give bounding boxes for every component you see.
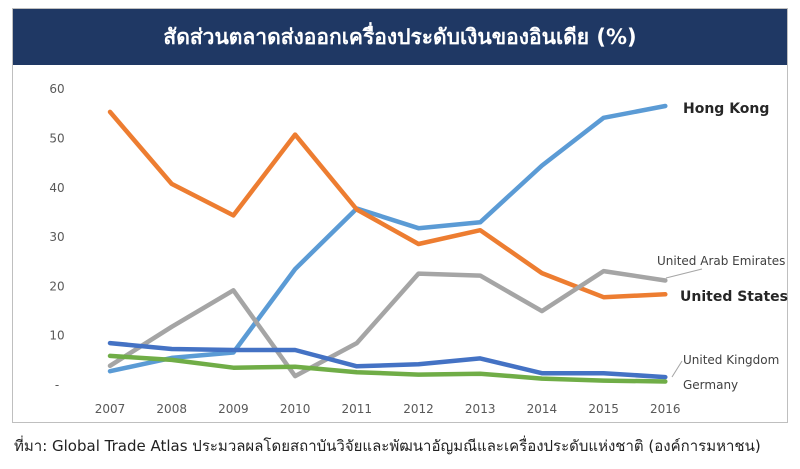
label-leader-united-kingdom [671, 360, 683, 378]
label-leader-united-arab-emirates [665, 268, 703, 279]
chart-title: สัดส่วนตลาดส่งออกเครื่องประดับเงินของอิน… [13, 9, 787, 65]
y-tick-label: 10 [49, 329, 64, 343]
series-label-hong-kong: Hong Kong [683, 101, 769, 117]
series-line-hong-kong [107, 103, 668, 374]
y-tick-label: 60 [49, 82, 64, 96]
y-tick-label: 20 [49, 279, 64, 293]
line-chart: - 10 20 30 40 50 60 2007 2008 2009 2010 2011 2012 201… [49, 82, 788, 416]
series-label-united-arab-emirates: United Arab Emirates [657, 254, 785, 268]
x-tick-label: 2012 [403, 402, 434, 416]
y-tick-label: - [55, 378, 59, 392]
series-line-germany [107, 353, 668, 384]
series-line-united-states [107, 109, 668, 300]
x-tick-label: 2008 [156, 402, 187, 416]
source-note: ที่มา: Global Trade Atlas ประมวลผลโดยสถา… [14, 437, 761, 455]
y-tick-label: 50 [49, 132, 64, 146]
x-tick-label: 2007 [95, 402, 126, 416]
x-tick-label: 2016 [650, 402, 681, 416]
x-tick-label: 2013 [465, 402, 496, 416]
x-tick-label: 2015 [588, 402, 619, 416]
x-tick-label: 2011 [342, 402, 373, 416]
series-line-united-arab-emirates [107, 268, 668, 379]
series-label-united-states: United States [680, 289, 788, 305]
x-tick-label: 2009 [218, 402, 249, 416]
y-tick-label: 40 [49, 181, 64, 195]
series-label-united-kingdom: United Kingdom [683, 353, 779, 367]
series-label-germany: Germany [683, 378, 738, 392]
x-tick-label: 2010 [280, 402, 311, 416]
y-tick-label: 30 [49, 230, 64, 244]
x-tick-label: 2014 [527, 402, 558, 416]
series-line-united-kingdom [107, 340, 668, 380]
chart-frame: สัดส่วนตลาดส่งออกเครื่องประดับเงินของอิน… [12, 8, 788, 423]
